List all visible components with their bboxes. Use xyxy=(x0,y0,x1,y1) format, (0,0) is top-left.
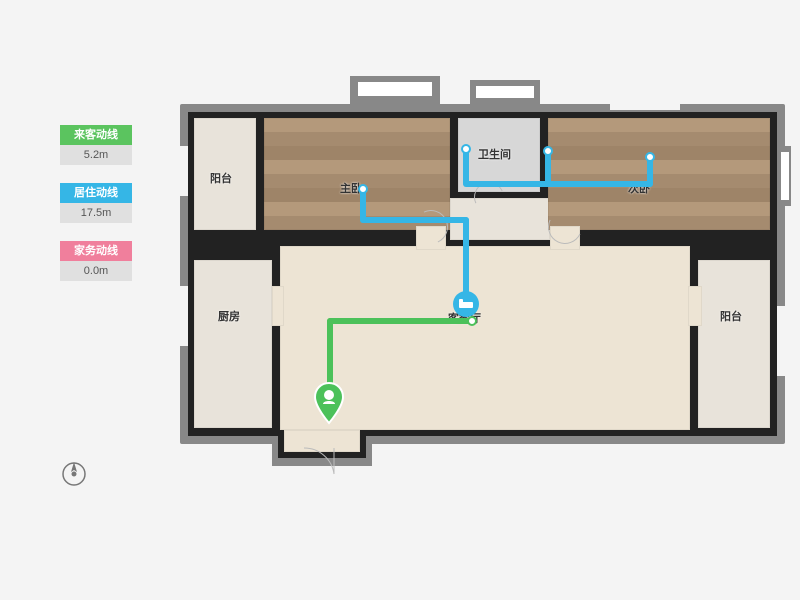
room-kitchen xyxy=(194,260,272,428)
legend-guest: 来客动线 5.2m xyxy=(60,125,132,165)
flow-endpoint xyxy=(645,152,655,162)
door-arc xyxy=(300,444,354,478)
legend-guest-label: 来客动线 xyxy=(60,125,132,145)
flow-resident xyxy=(360,189,366,223)
legend-chore-value: 0.0m xyxy=(60,261,132,281)
flow-endpoint xyxy=(461,144,471,154)
room-balcony-right xyxy=(698,260,770,428)
floor-plan: 阳台 主卧 卫生间 次卧 厨房 客餐厅 阳台 xyxy=(180,86,785,466)
flow-endpoint xyxy=(467,316,477,326)
living-marker-icon xyxy=(453,291,479,317)
window-notch xyxy=(178,146,188,196)
window-notch xyxy=(781,152,789,200)
legend-resident-label: 居住动线 xyxy=(60,183,132,203)
legend-guest-value: 5.2m xyxy=(60,145,132,165)
door-opening xyxy=(688,286,702,326)
flow-resident xyxy=(545,181,653,187)
label-balcony-left: 阳台 xyxy=(210,170,232,186)
window-notch xyxy=(476,86,534,98)
label-balcony-right: 阳台 xyxy=(720,308,742,324)
window-notch xyxy=(610,102,680,110)
legend: 来客动线 5.2m 居住动线 17.5m 家务动线 0.0m xyxy=(60,125,132,299)
flow-endpoint xyxy=(358,184,368,194)
window-notch xyxy=(178,286,188,346)
legend-chore-label: 家务动线 xyxy=(60,241,132,261)
door-opening xyxy=(272,286,284,326)
legend-resident-value: 17.5m xyxy=(60,203,132,223)
legend-resident: 居住动线 17.5m xyxy=(60,183,132,223)
entry-marker-icon xyxy=(312,381,346,425)
flow-endpoint xyxy=(543,146,553,156)
window-notch xyxy=(777,306,787,376)
label-kitchen: 厨房 xyxy=(218,308,240,324)
flow-resident xyxy=(360,217,469,223)
room-second-bed xyxy=(548,118,770,230)
compass-icon xyxy=(60,460,88,488)
legend-chore: 家务动线 0.0m xyxy=(60,241,132,281)
window-notch xyxy=(358,82,432,96)
flow-guest xyxy=(327,318,472,324)
flow-resident xyxy=(463,181,551,187)
label-bathroom: 卫生间 xyxy=(478,146,511,162)
